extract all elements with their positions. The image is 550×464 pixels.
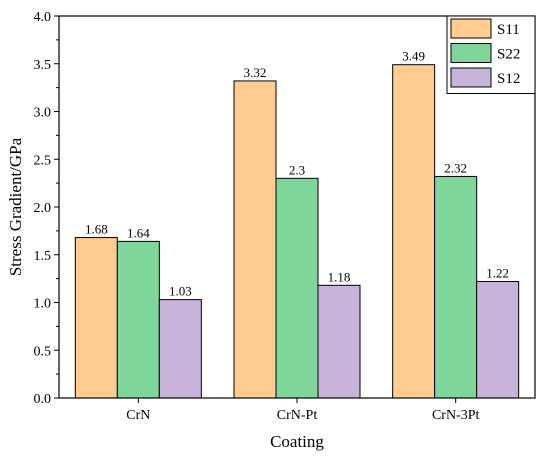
y-tick-label: 2.5 bbox=[34, 153, 52, 168]
legend-swatch-s12 bbox=[450, 67, 492, 88]
legend-label-s22: S22 bbox=[497, 47, 520, 63]
data-label: 1.64 bbox=[127, 225, 150, 240]
data-label: 3.32 bbox=[244, 65, 267, 80]
y-tick-label: 1.5 bbox=[34, 249, 52, 264]
x-tick-label: CrN-Pt bbox=[277, 408, 318, 423]
x-axis-ticks: CrN CrN-Pt CrN-3Pt bbox=[126, 398, 479, 423]
legend-label-s11: S11 bbox=[497, 22, 520, 38]
data-label: 2.3 bbox=[289, 162, 305, 177]
bar-s12-crn-pt bbox=[317, 284, 361, 399]
x-tick-label: CrN bbox=[126, 408, 150, 423]
bar-s11-crn-pt bbox=[233, 80, 277, 399]
bar-s22-crn-3pt bbox=[434, 175, 478, 399]
data-label: 1.68 bbox=[85, 222, 108, 237]
data-label: 1.03 bbox=[169, 284, 192, 299]
legend-swatch-s22 bbox=[450, 43, 492, 63]
x-tick-label: CrN-3Pt bbox=[432, 408, 480, 423]
bar-s12-crn-3pt bbox=[476, 280, 520, 399]
bar-s22-crn bbox=[116, 240, 160, 399]
y-tick-label: 3.0 bbox=[34, 106, 52, 121]
data-labels-group: 1.68 1.64 1.03 3.32 2.3 1.18 3.49 2.32 1.22 bbox=[85, 49, 509, 299]
data-label: 3.49 bbox=[402, 49, 425, 64]
legend: S11 S22 S12 bbox=[446, 15, 536, 94]
y-tick-label: 3.5 bbox=[34, 58, 52, 73]
bar-s11-crn bbox=[74, 237, 118, 399]
y-tick-label: 1.0 bbox=[34, 297, 52, 312]
y-axis-ticks: 0.0 0.5 1.0 1.5 2.0 2.5 3.0 3.5 4.0 bbox=[34, 10, 59, 407]
bars-group bbox=[74, 64, 520, 399]
bar-s12-crn bbox=[158, 299, 202, 399]
legend-label-s12: S12 bbox=[497, 71, 520, 87]
data-label: 1.18 bbox=[328, 269, 351, 284]
data-label: 1.22 bbox=[486, 265, 509, 280]
y-tick-label: 0.0 bbox=[34, 392, 52, 407]
plot-frame bbox=[58, 15, 536, 399]
bar-s11-crn-3pt bbox=[392, 64, 436, 399]
y-axis-title: Stress Gradient/GPa bbox=[6, 137, 25, 276]
bar-s22-crn-pt bbox=[275, 177, 319, 399]
y-tick-label: 2.0 bbox=[34, 201, 52, 216]
legend-swatch-s11 bbox=[450, 18, 492, 39]
y-tick-label: 0.5 bbox=[34, 344, 52, 359]
y-tick-label: 4.0 bbox=[34, 10, 52, 25]
data-label: 2.32 bbox=[444, 160, 467, 175]
x-axis-title: Coating bbox=[270, 432, 324, 451]
